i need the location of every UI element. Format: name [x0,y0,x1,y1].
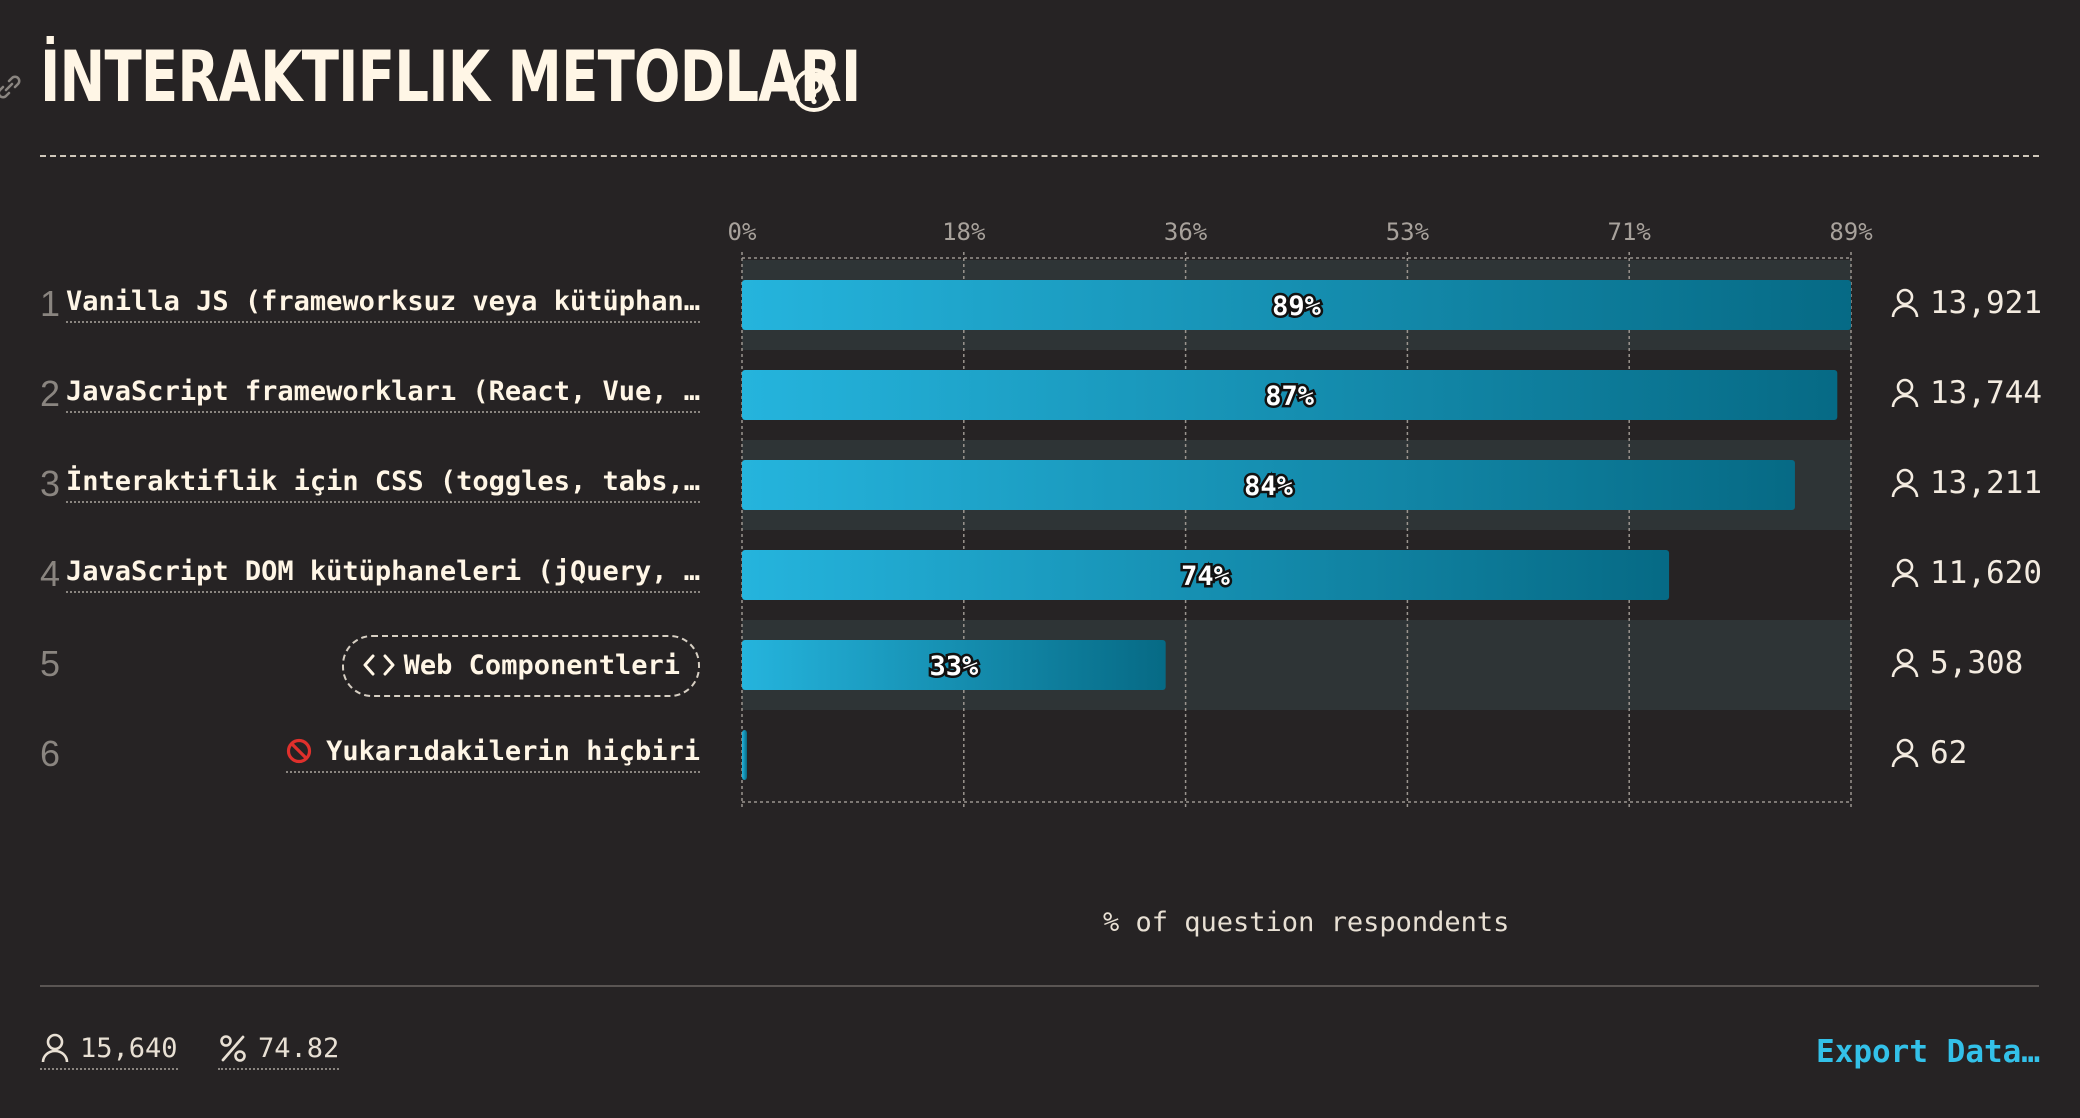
top-tick-label: 18% [942,218,986,246]
bar[interactable] [742,370,1838,420]
top-tick-label: 36% [1164,218,1208,246]
bar-value-label: 84% [1244,471,1294,502]
bar-value-label: 89% [1272,291,1322,322]
row-label[interactable]: JavaScript DOM kütüphaneleri (jQuery, … [66,555,700,593]
bar[interactable] [742,730,747,780]
row-count-value: 11,620 [1930,555,2042,591]
title-divider [40,155,2039,157]
top-tick-label: 71% [1608,218,1652,246]
help-icon[interactable] [790,66,838,114]
bar-chart: 0%0%18%18%36%36%53%53%71%71%89%89% 89%87… [728,218,1873,808]
respondents-stat[interactable]: 15,640 [40,1032,178,1070]
person-icon [1891,738,1919,768]
row-respondent-count: 13,744 [1890,375,2042,411]
row-rank: 5 [40,643,61,684]
row-label-text: Vanilla JS (frameworksuz veya kütüphan… [66,286,700,317]
row-label-text: Yukarıdakilerin hiçbiri [326,736,700,767]
row-rank: 4 [40,553,61,594]
row-label-text: JavaScript frameworkları (React, Vue, … [66,376,700,407]
footer-divider [40,985,2039,987]
row-label[interactable]: Web Componentleri [341,635,700,697]
bar[interactable] [742,460,1795,510]
row-rank: 2 [40,373,61,414]
row-count-value: 13,744 [1930,375,2042,411]
row-rank: 1 [40,283,61,324]
percent-icon [220,1035,246,1062]
row-rank: 6 [40,733,61,774]
percent-value: 74.82 [258,1032,340,1064]
row-respondent-count: 11,620 [1890,555,2042,591]
row-respondent-count: 13,211 [1890,465,2042,501]
row-respondent-count: 5,308 [1890,645,2023,681]
row-respondent-count: 13,921 [1890,285,2042,321]
person-icon [1891,288,1919,318]
row-rank: 3 [40,463,61,504]
row-count-value: 13,921 [1930,285,2042,321]
top-tick-label: 89% [1829,218,1873,246]
export-data-button[interactable]: Export Data… [1816,1034,2040,1070]
row-label-text: Web Componentleri [403,650,680,681]
person-icon [1891,558,1919,588]
bar-value-label: 33% [929,651,979,682]
top-tick-label: 0% [728,218,757,246]
axis-title: % of question respondents [1103,907,1510,938]
bar-value-label: 74% [1181,561,1231,592]
row-label[interactable]: İnteraktiflik için CSS (toggles, tabs,… [66,465,700,503]
row-label[interactable]: Yukarıdakilerin hiçbiri [286,735,700,773]
bar[interactable] [742,640,1166,690]
person-icon [1891,468,1919,498]
row-count-value: 13,211 [1930,465,2042,501]
chart-title: İNTERAKTIFLIK METODLARI [40,36,861,118]
bar[interactable] [742,550,1670,600]
row-label-text: İnteraktiflik için CSS (toggles, tabs,… [66,466,700,497]
top-tick-label: 53% [1386,218,1430,246]
link-icon[interactable] [0,72,24,102]
person-icon [1891,648,1919,678]
bar[interactable] [742,280,1851,330]
row-label-text: JavaScript DOM kütüphaneleri (jQuery, … [66,556,700,587]
row-label[interactable]: Vanilla JS (frameworksuz veya kütüphan… [66,285,700,323]
no-entry-icon [287,738,312,764]
row-respondent-count: 62 [1890,735,1967,771]
row-label[interactable]: JavaScript frameworkları (React, Vue, … [66,375,700,413]
row-count-value: 62 [1930,735,1968,771]
code-icon [363,654,395,676]
person-icon [41,1033,69,1063]
person-icon [1891,378,1919,408]
respondents-count: 15,640 [80,1032,178,1064]
row-count-value: 5,308 [1930,645,2024,681]
percent-stat[interactable]: 74.82 [218,1032,340,1070]
bar-value-label: 87% [1265,381,1315,412]
